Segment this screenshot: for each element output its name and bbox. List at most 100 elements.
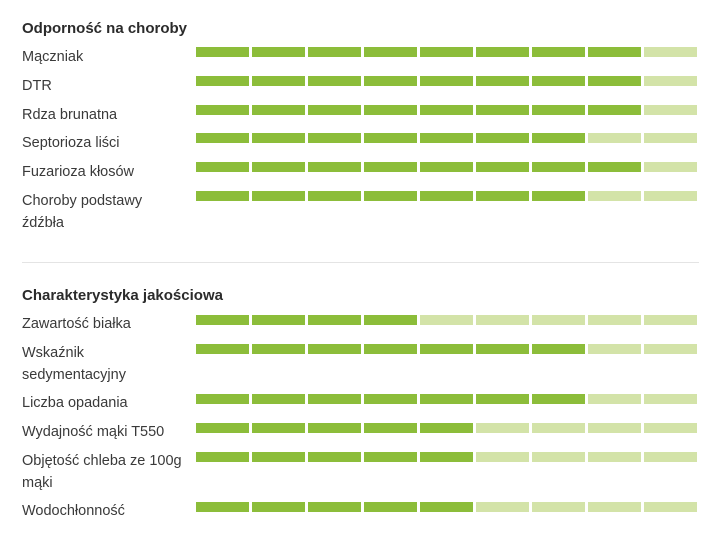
rating-segment-filled (532, 191, 585, 201)
rating-segment-filled (196, 452, 249, 462)
rating-segment-filled (308, 394, 361, 404)
rating-segment-filled (308, 162, 361, 172)
rating-segment-filled (196, 315, 249, 325)
rating-bar (196, 191, 697, 201)
rating-segment-filled (252, 315, 305, 325)
rating-segment-empty (532, 315, 585, 325)
rating-label: DTR (22, 78, 52, 94)
rating-segment-empty (588, 315, 641, 325)
rating-segment-empty (588, 502, 641, 512)
rating-bar (196, 315, 697, 325)
rating-label: Choroby podstawy źdźbła (22, 193, 143, 231)
rating-segment-filled (252, 162, 305, 172)
rating-segment-filled (308, 502, 361, 512)
rating-segment-filled (420, 191, 473, 201)
rating-segment-empty (532, 452, 585, 462)
rating-segment-filled (252, 47, 305, 57)
rating-bar (196, 344, 697, 354)
rating-segment-filled (196, 47, 249, 57)
section-divider (22, 262, 699, 263)
rating-segment-empty (588, 423, 641, 433)
rating-segment-filled (532, 133, 585, 143)
rating-segment-filled (364, 394, 417, 404)
rating-segment-filled (420, 394, 473, 404)
rating-segment-empty (588, 191, 641, 201)
rating-segment-filled (532, 76, 585, 86)
rating-bar (196, 423, 697, 433)
rating-bar (196, 162, 697, 172)
rating-segment-empty (476, 452, 529, 462)
rating-segment-filled (196, 191, 249, 201)
rating-segment-filled (196, 133, 249, 143)
rating-label: Zawartość białka (22, 316, 131, 332)
rating-segment-filled (476, 162, 529, 172)
rating-segment-filled (476, 344, 529, 354)
rating-segment-empty (476, 502, 529, 512)
rating-bar (196, 502, 697, 512)
rating-segment-filled (420, 105, 473, 115)
rating-bar (196, 76, 697, 86)
rating-segment-filled (196, 162, 249, 172)
rating-label: Objętość chleba ze 100g mąki (22, 453, 182, 491)
rating-segment-empty (588, 133, 641, 143)
rating-segment-filled (364, 344, 417, 354)
rating-segment-filled (196, 344, 249, 354)
rating-segment-filled (252, 423, 305, 433)
rating-segment-filled (476, 133, 529, 143)
rating-segment-empty (644, 315, 697, 325)
rating-segment-empty (644, 344, 697, 354)
rating-label: Wydajność mąki T550 (22, 424, 165, 440)
rating-segment-filled (252, 394, 305, 404)
rating-segment-filled (588, 162, 641, 172)
rating-segment-filled (364, 162, 417, 172)
rating-bar (196, 452, 697, 462)
section-title-disease: Odporność na choroby (22, 20, 188, 37)
rating-label: Wskaźnik sedymentacyjny (22, 345, 126, 383)
rating-label: Fuzarioza kłosów (22, 164, 135, 180)
rating-bar (196, 105, 697, 115)
rating-segment-filled (420, 162, 473, 172)
rating-segment-empty (644, 191, 697, 201)
rating-segment-filled (420, 47, 473, 57)
rating-segment-empty (644, 502, 697, 512)
rating-bar (196, 394, 697, 404)
rating-segment-filled (364, 105, 417, 115)
rating-segment-filled (308, 344, 361, 354)
rating-segment-empty (476, 315, 529, 325)
rating-segment-filled (588, 47, 641, 57)
rating-segment-filled (420, 76, 473, 86)
rating-segment-filled (532, 47, 585, 57)
rating-segment-filled (532, 162, 585, 172)
rating-segment-filled (476, 47, 529, 57)
rating-segment-empty (644, 76, 697, 86)
rating-segment-filled (476, 394, 529, 404)
rating-segment-empty (644, 47, 697, 57)
rating-segment-filled (364, 315, 417, 325)
rating-segment-filled (308, 315, 361, 325)
rating-segment-filled (196, 502, 249, 512)
rating-segment-filled (252, 133, 305, 143)
rating-segment-filled (252, 105, 305, 115)
rating-segment-filled (420, 133, 473, 143)
rating-segment-empty (644, 105, 697, 115)
rating-segment-filled (420, 452, 473, 462)
section-title-quality: Charakterystyka jakościowa (22, 287, 223, 304)
rating-label: Mączniak (22, 49, 84, 65)
rating-segment-empty (644, 162, 697, 172)
rating-segment-filled (308, 105, 361, 115)
rating-segment-filled (588, 76, 641, 86)
rating-segment-empty (420, 315, 473, 325)
rating-segment-filled (476, 76, 529, 86)
rating-segment-empty (532, 502, 585, 512)
rating-segment-filled (252, 452, 305, 462)
rating-segment-empty (644, 133, 697, 143)
rating-segment-filled (308, 133, 361, 143)
rating-label: Liczba opadania (22, 395, 128, 411)
rating-segment-filled (588, 105, 641, 115)
rating-segment-filled (420, 502, 473, 512)
rating-label: Wodochłonność (22, 503, 125, 519)
rating-segment-filled (364, 502, 417, 512)
rating-segment-empty (588, 344, 641, 354)
rating-segment-filled (308, 191, 361, 201)
rating-segment-filled (364, 423, 417, 433)
